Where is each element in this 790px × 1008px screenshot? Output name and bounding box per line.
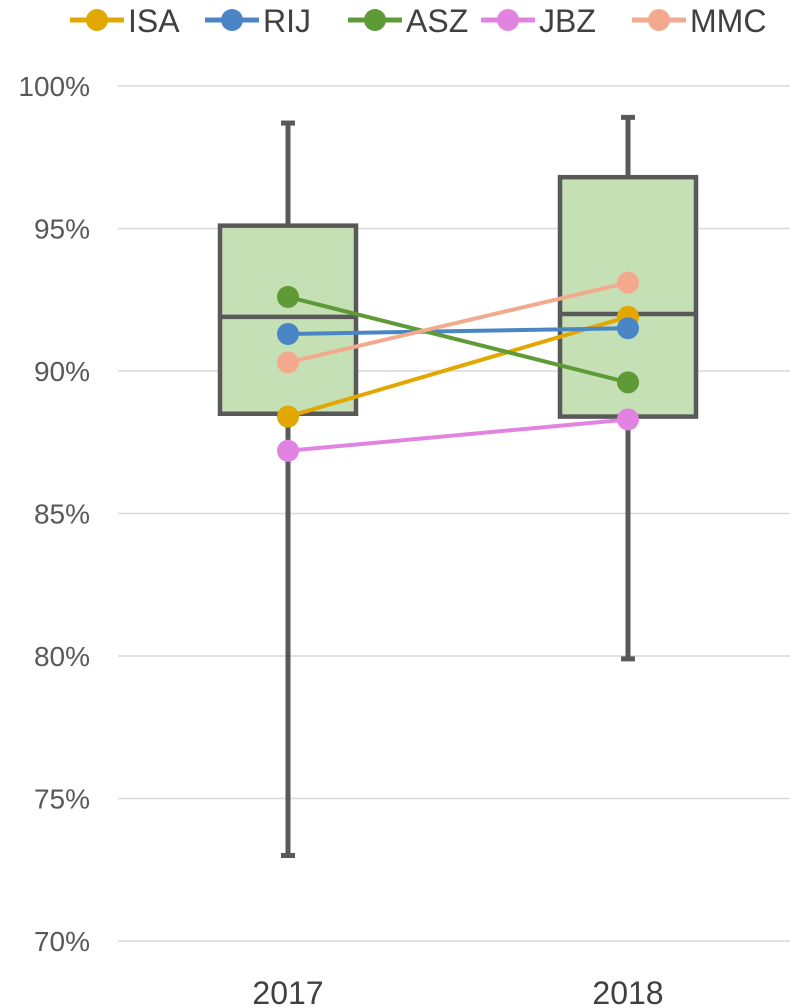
series-rij — [277, 317, 639, 345]
legend-item-rij: RIJ — [205, 3, 311, 39]
data-point — [277, 439, 299, 462]
legend-dot-marker — [648, 9, 670, 31]
data-point — [617, 271, 639, 294]
legend-item-mmc: MMC — [632, 3, 766, 39]
legend: ISA RIJ ASZ JBZ MMC — [70, 3, 766, 39]
data-point — [277, 322, 299, 345]
box-2017 — [217, 223, 359, 416]
legend-dot-marker — [497, 9, 519, 31]
y-tick-label: 75% — [34, 784, 90, 815]
series-line — [287, 314, 629, 419]
legend-label: MMC — [690, 3, 766, 39]
data-point — [617, 371, 639, 394]
legend-label: JBZ — [539, 3, 596, 39]
x-category-label: 2017 — [252, 975, 323, 1008]
series-line — [287, 294, 629, 385]
y-tick-label: 90% — [34, 356, 90, 387]
legend-item-asz: ASZ — [348, 3, 468, 39]
legend-label: ASZ — [406, 3, 468, 39]
data-point — [277, 405, 299, 428]
y-tick-label: 85% — [34, 499, 90, 530]
series-line — [287, 326, 629, 336]
legend-dot-marker — [364, 9, 386, 31]
data-point — [617, 317, 639, 340]
y-tick-label: 80% — [34, 641, 90, 672]
series-mmc — [277, 271, 639, 374]
y-tick-label: 95% — [34, 214, 90, 245]
series-asz — [277, 285, 639, 394]
y-axis-tick-labels: 70% 75% 80% 85% 90% 95% 100% — [18, 71, 90, 957]
legend-item-isa: ISA — [70, 3, 180, 39]
series-line — [287, 417, 629, 453]
legend-dot-marker — [221, 9, 243, 31]
x-category-label: 2018 — [592, 975, 663, 1008]
boxes — [217, 114, 699, 858]
x-axis-category-labels: 2017 2018 — [252, 975, 663, 1008]
y-tick-label: 100% — [18, 71, 90, 102]
data-point — [617, 408, 639, 431]
series-jbz — [277, 408, 639, 462]
legend-dot-marker — [86, 9, 108, 31]
y-tick-label: 70% — [34, 926, 90, 957]
series-line — [287, 280, 629, 365]
legend-item-jbz: JBZ — [481, 3, 596, 39]
legend-label: RIJ — [263, 3, 311, 39]
data-point — [277, 351, 299, 374]
data-point — [277, 285, 299, 308]
series-lines — [277, 271, 639, 462]
legend-label: ISA — [128, 3, 180, 39]
